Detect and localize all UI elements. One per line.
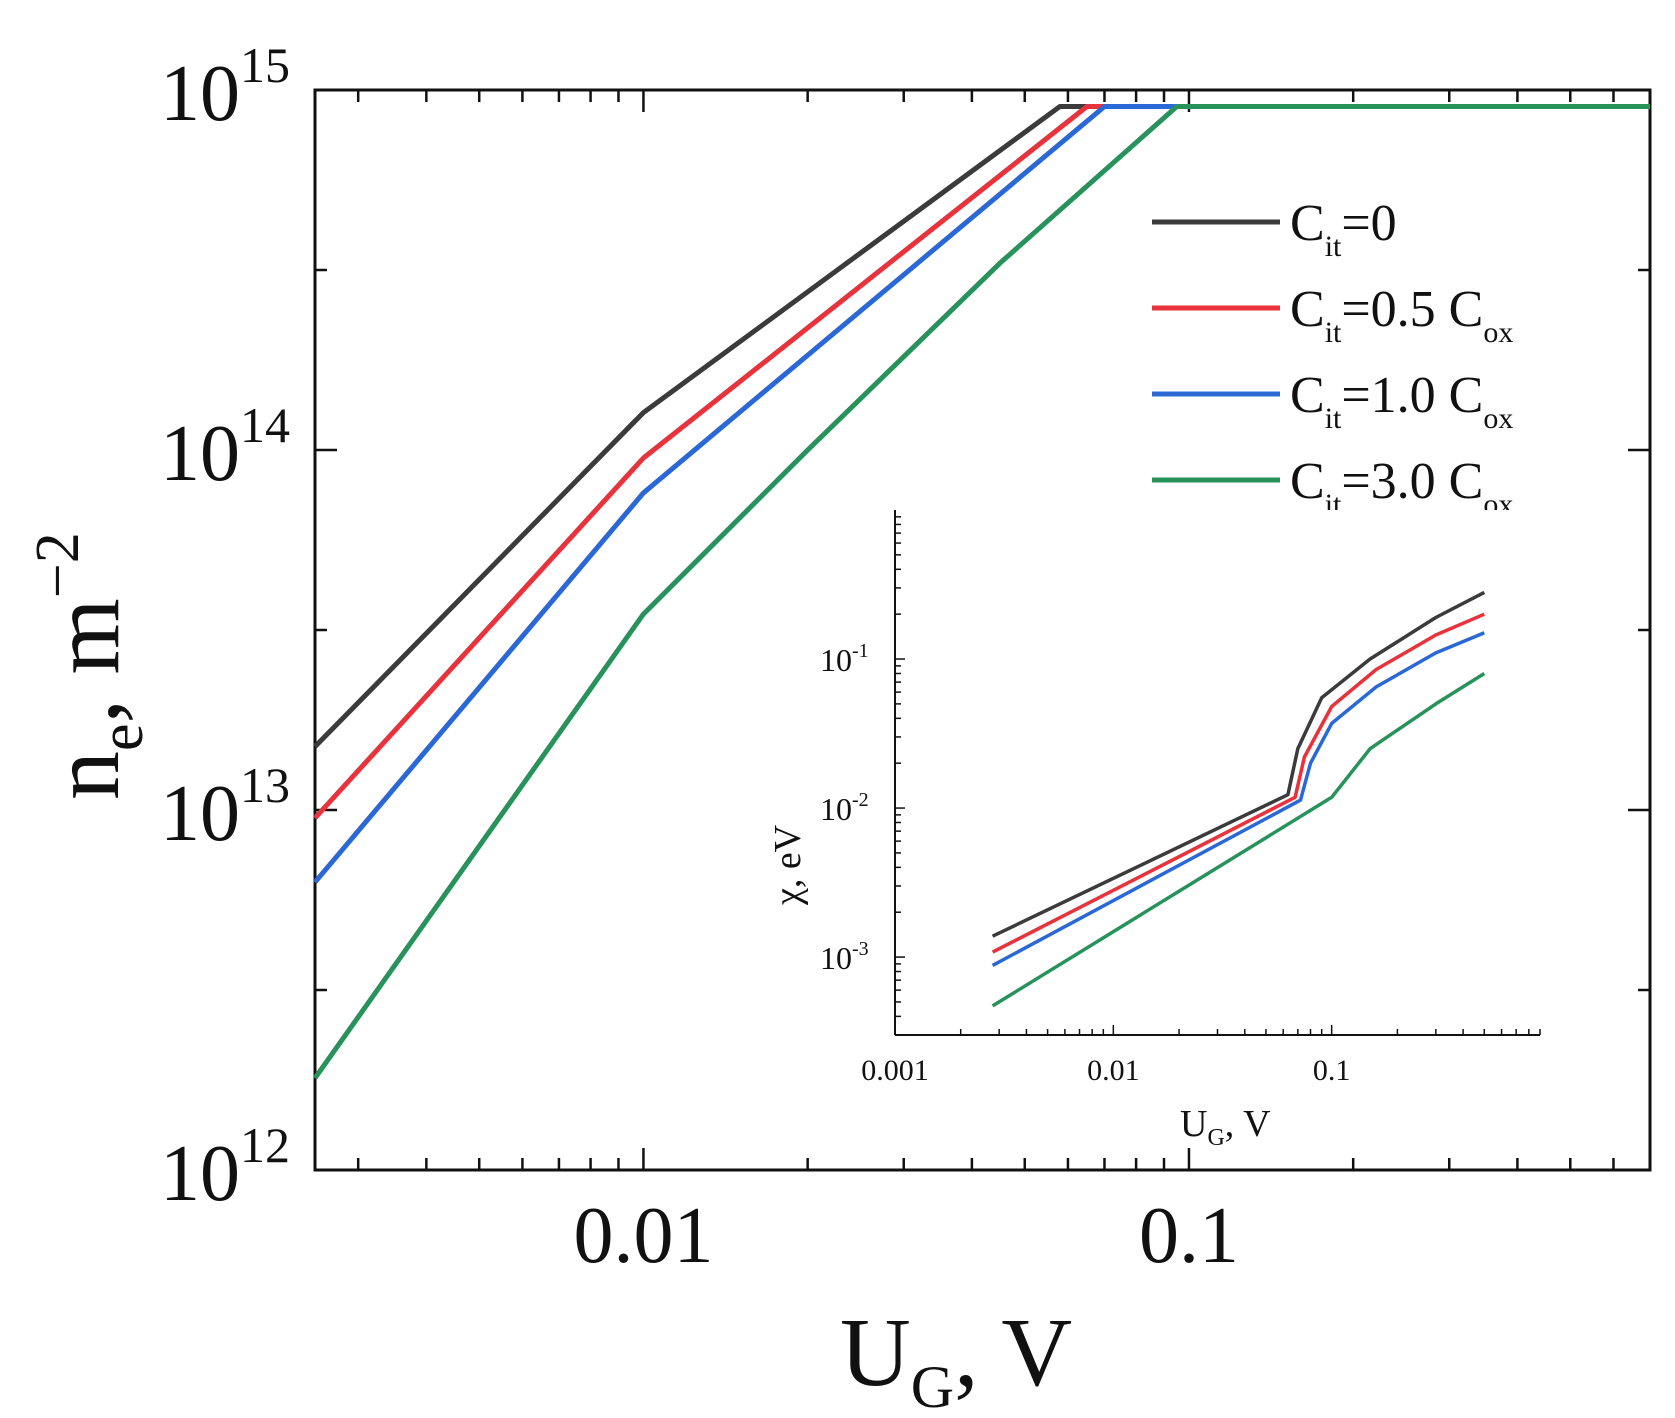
main-y-tick-label: 1015 bbox=[160, 37, 290, 138]
inset-series-3 bbox=[991, 672, 1486, 1008]
inset-y-tick-label: 10-1 bbox=[820, 640, 869, 678]
main-y-tick-label: 1012 bbox=[160, 1117, 290, 1218]
legend-label-3: Cit=3.0 Cox bbox=[1290, 453, 1513, 521]
inset-series-2 bbox=[991, 631, 1485, 967]
main-y-axis-label: ne, m−2 bbox=[24, 532, 156, 800]
inset-y-axis-label: χ, eV bbox=[767, 824, 809, 906]
inset-x-tick-label: 0.001 bbox=[861, 1054, 929, 1087]
main-curves bbox=[312, 104, 1650, 1080]
legend-label-2: Cit=1.0 Cox bbox=[1290, 367, 1513, 435]
inset-x-tick-label: 0.01 bbox=[1087, 1054, 1140, 1087]
inset-series-0 bbox=[991, 590, 1486, 938]
main-x-tick-label: 0.1 bbox=[1139, 1192, 1239, 1280]
inset-x-tick-label: 0.1 bbox=[1313, 1054, 1351, 1087]
inset-tick-labels: 0.001 0.01 0.1 10-3 10-2 10-1 bbox=[820, 640, 1350, 1087]
main-ticks bbox=[315, 88, 1652, 1172]
main-tick-labels: 0.01 0.1 1012 1013 1014 1015 bbox=[160, 37, 1239, 1280]
main-x-axis-label: UG, V bbox=[840, 1299, 1072, 1418]
main-series-3 bbox=[312, 104, 1650, 1080]
inset-ticks bbox=[894, 516, 1541, 1036]
x-axis-label-sub: G bbox=[911, 1354, 954, 1418]
y-axis-label-sub: e bbox=[88, 723, 156, 751]
inset-series-1 bbox=[991, 612, 1485, 954]
inset-y-tick-label: 10-3 bbox=[820, 938, 869, 976]
inset-background bbox=[895, 510, 1540, 1035]
inset-y-tick-label: 10-2 bbox=[820, 789, 869, 827]
main-y-tick-label: 1014 bbox=[160, 397, 290, 498]
legend: Cit=0 Cit=0.5 Cox Cit=1.0 Cox Cit=3.0 Cox bbox=[1152, 195, 1513, 521]
legend-label-0: Cit=0 bbox=[1290, 195, 1397, 263]
main-y-tick-label: 1013 bbox=[160, 757, 290, 858]
main-chart: 0.01 0.1 1012 1013 1014 1015 UG, V ne, m−2 Ci… bbox=[24, 37, 1652, 1418]
y-axis-label-sup: −2 bbox=[24, 532, 92, 598]
legend-label-1: Cit=0.5 Cox bbox=[1290, 281, 1513, 349]
inset-curves bbox=[991, 590, 1486, 1008]
main-x-tick-label: 0.01 bbox=[573, 1192, 713, 1280]
inset-x-axis-label: UG, V bbox=[1180, 1103, 1271, 1151]
inset-chart: 0.001 0.01 0.1 10-3 10-2 10-1 UG, V χ, eV bbox=[767, 510, 1541, 1151]
